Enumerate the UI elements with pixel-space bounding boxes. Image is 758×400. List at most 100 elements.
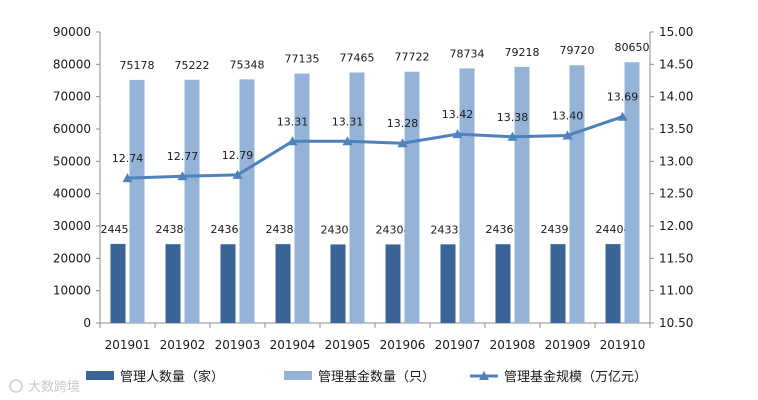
bar-managers-label: 24399 bbox=[541, 223, 576, 236]
bar-funds bbox=[404, 71, 420, 323]
line-point-label: 12.74 bbox=[112, 152, 144, 165]
line-point-label: 13.31 bbox=[277, 115, 309, 128]
right-tick-label: 15.00 bbox=[659, 25, 693, 39]
left-tick-label: 10000 bbox=[53, 284, 91, 298]
right-tick-label: 11.50 bbox=[659, 251, 693, 265]
series-managers-bars: 24458 24380 24361 24388 24307 24304 24332 24368… bbox=[101, 223, 631, 323]
bar-funds-label: 75222 bbox=[175, 59, 210, 72]
watermark: 大数跨境 bbox=[9, 379, 80, 395]
x-tick-label: 201904 bbox=[270, 338, 316, 352]
bar-managers bbox=[605, 244, 621, 323]
bar-funds-label: 77722 bbox=[395, 51, 430, 64]
bar-funds bbox=[239, 79, 255, 323]
bar-funds bbox=[569, 65, 585, 323]
left-tick-label: 40000 bbox=[53, 187, 91, 201]
bar-managers-label: 24388 bbox=[266, 223, 301, 236]
legend-marker-icon bbox=[479, 371, 489, 380]
bar-managers-label: 24404 bbox=[596, 223, 631, 236]
bar-funds bbox=[459, 68, 475, 324]
bar-funds bbox=[514, 66, 530, 323]
line-point-label: 12.77 bbox=[167, 150, 199, 163]
line-point-marker bbox=[397, 138, 408, 148]
left-tick-label: 90000 bbox=[53, 25, 91, 39]
bar-managers-label: 24304 bbox=[376, 223, 411, 236]
bar-managers bbox=[220, 244, 236, 323]
legend-label: 管理基金数量（只） bbox=[318, 369, 435, 385]
bar-managers-label: 24361 bbox=[211, 223, 246, 236]
bar-funds bbox=[129, 79, 145, 323]
right-tick-label: 14.50 bbox=[659, 57, 693, 71]
right-tick-label: 11.00 bbox=[659, 284, 693, 298]
bar-managers-label: 24368 bbox=[486, 223, 521, 236]
bar-funds-label: 79218 bbox=[505, 46, 540, 59]
line-point-label: 13.40 bbox=[552, 109, 584, 122]
line-point-marker bbox=[452, 129, 463, 139]
left-tick-label: 60000 bbox=[53, 122, 91, 136]
bar-managers bbox=[110, 243, 126, 323]
line-point-marker bbox=[122, 173, 133, 183]
line-point-marker bbox=[562, 130, 573, 140]
bar-managers-label: 24307 bbox=[321, 223, 356, 236]
x-tick-label: 201906 bbox=[380, 338, 426, 352]
legend-label: 管理人数量（家） bbox=[120, 369, 224, 385]
line-point-label: 13.31 bbox=[332, 115, 364, 128]
bar-funds bbox=[349, 72, 365, 323]
line-point-label: 13.69 bbox=[607, 91, 639, 104]
x-tick-label: 201903 bbox=[215, 338, 261, 352]
x-tick-label: 201908 bbox=[490, 338, 536, 352]
bar-funds-label: 75178 bbox=[120, 59, 155, 72]
line-point-label: 13.28 bbox=[387, 117, 419, 130]
bar-funds bbox=[184, 79, 200, 324]
right-tick-label: 13.50 bbox=[659, 122, 693, 136]
x-tick-label: 201905 bbox=[325, 338, 371, 352]
line-point-label: 12.79 bbox=[222, 149, 254, 162]
legend-swatch bbox=[284, 371, 312, 380]
bar-managers bbox=[440, 244, 456, 323]
left-tick-label: 20000 bbox=[53, 251, 91, 265]
bar-managers bbox=[550, 244, 566, 323]
bar-funds-label: 75348 bbox=[230, 58, 265, 71]
bar-funds-label: 78734 bbox=[450, 47, 485, 60]
line-point-marker bbox=[287, 136, 298, 146]
x-tick-label: 201902 bbox=[160, 338, 206, 352]
right-tick-label: 12.00 bbox=[659, 219, 693, 233]
bar-managers bbox=[385, 244, 401, 323]
left-tick-label: 50000 bbox=[53, 154, 91, 168]
line-point-marker bbox=[232, 169, 243, 179]
line-point-marker bbox=[342, 136, 353, 146]
bar-managers-label: 24458 bbox=[101, 223, 136, 236]
series-fund-scale-line: 12.74 12.77 12.79 13.31 13.31 13.28 13.42 13.38… bbox=[112, 91, 639, 183]
bar-managers bbox=[495, 244, 511, 323]
bar-funds bbox=[294, 73, 310, 323]
line-point-marker bbox=[177, 171, 188, 181]
line-path bbox=[127, 115, 623, 180]
bar-funds-label: 77465 bbox=[340, 52, 375, 65]
left-tick-label: 80000 bbox=[53, 57, 91, 71]
left-tick-label: 70000 bbox=[53, 90, 91, 104]
right-tick-label: 13.00 bbox=[659, 154, 693, 168]
line-point-label: 13.42 bbox=[442, 108, 474, 121]
bar-funds-label: 77135 bbox=[285, 53, 320, 66]
right-tick-label: 14.00 bbox=[659, 90, 693, 104]
bar-managers bbox=[330, 244, 346, 323]
watermark-text: 大数跨境 bbox=[28, 380, 80, 395]
bar-funds-label: 80650 bbox=[615, 41, 650, 54]
left-tick-label: 0 bbox=[83, 316, 91, 330]
x-tick-label: 201910 bbox=[600, 338, 646, 352]
watermark-logo-icon bbox=[9, 379, 23, 393]
legend: 管理人数量（家） 管理基金数量（只） 管理基金规模（万亿元） bbox=[86, 369, 647, 385]
axes: 0 10000 20000 30000 40000 50000 60000 70000 8000… bbox=[53, 25, 694, 352]
bar-managers-label: 24380 bbox=[156, 223, 191, 236]
right-tick-label: 12.50 bbox=[659, 187, 693, 201]
bar-managers bbox=[165, 244, 181, 323]
series-funds-bars: 75178 75222 75348 77135 77465 77722 78734 79218… bbox=[120, 41, 650, 324]
right-tick-label: 10.50 bbox=[659, 316, 693, 330]
bar-managers-label: 24332 bbox=[431, 223, 466, 236]
line-point-marker bbox=[507, 131, 518, 141]
x-tick-label: 201909 bbox=[545, 338, 591, 352]
legend-label: 管理基金规模（万亿元） bbox=[504, 369, 647, 385]
bar-funds-label: 79720 bbox=[560, 44, 595, 57]
left-tick-label: 30000 bbox=[53, 219, 91, 233]
legend-swatch bbox=[86, 371, 114, 380]
